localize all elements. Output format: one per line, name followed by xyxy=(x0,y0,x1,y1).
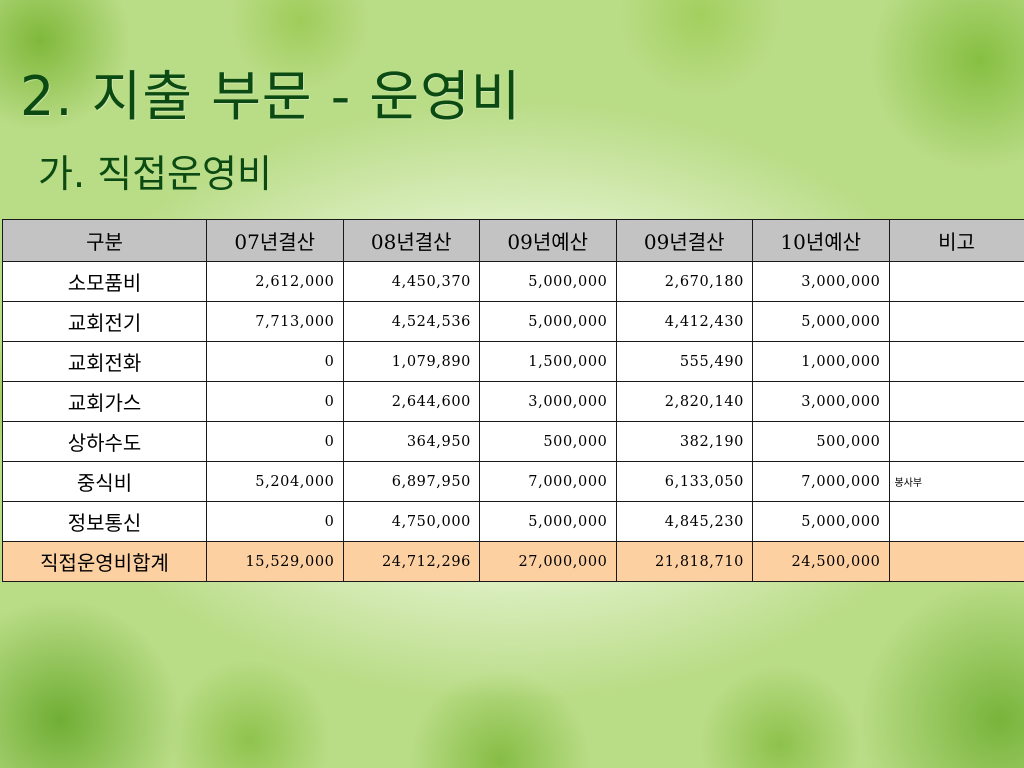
cell-note: 봉사부 xyxy=(888,461,1024,502)
row-label: 교회전화 xyxy=(2,341,207,382)
header-09-settlement: 09년결산 xyxy=(615,219,753,262)
row-label: 중식비 xyxy=(2,461,207,502)
row-label: 상하수도 xyxy=(2,421,207,462)
cell-value: 4,845,230 xyxy=(615,501,753,542)
cell-value: 364,950 xyxy=(342,421,480,462)
row-label: 소모품비 xyxy=(2,261,207,302)
table-header-row: 구분 07년결산 08년결산 09년예산 09년결산 10년예산 비고 xyxy=(2,219,1024,262)
cell-note xyxy=(888,341,1024,382)
operating-expense-table: 구분 07년결산 08년결산 09년예산 09년결산 10년예산 비고 소모품비… xyxy=(2,219,1024,582)
header-09-budget: 09년예산 xyxy=(479,219,617,262)
cell-value: 1,500,000 xyxy=(479,341,617,382)
header-07-settlement: 07년결산 xyxy=(206,219,344,262)
cell-value: 7,000,000 xyxy=(479,461,617,502)
cell-value: 382,190 xyxy=(615,421,753,462)
total-label: 직접운영비합계 xyxy=(2,541,207,582)
cell-value: 0 xyxy=(206,341,344,382)
total-value: 15,529,000 xyxy=(206,541,344,582)
cell-value: 5,000,000 xyxy=(752,501,890,542)
table-row: 교회가스 0 2,644,600 3,000,000 2,820,140 3,0… xyxy=(2,381,1024,422)
cell-value: 6,133,050 xyxy=(615,461,753,502)
cell-value: 4,412,430 xyxy=(615,301,753,342)
total-note xyxy=(888,541,1024,582)
cell-value: 5,000,000 xyxy=(479,301,617,342)
cell-value: 7,000,000 xyxy=(752,461,890,502)
cell-value: 0 xyxy=(206,381,344,422)
cell-value: 4,450,370 xyxy=(342,261,480,302)
cell-value: 1,000,000 xyxy=(752,341,890,382)
cell-note xyxy=(888,381,1024,422)
cell-value: 5,000,000 xyxy=(479,261,617,302)
total-value: 27,000,000 xyxy=(479,541,617,582)
cell-value: 4,750,000 xyxy=(342,501,480,542)
cell-note xyxy=(888,501,1024,542)
slide-subtitle: 가. 직접운영비 xyxy=(38,152,272,196)
cell-value: 4,524,536 xyxy=(342,301,480,342)
table-row: 교회전기 7,713,000 4,524,536 5,000,000 4,412… xyxy=(2,301,1024,342)
total-value: 24,500,000 xyxy=(752,541,890,582)
cell-value: 0 xyxy=(206,421,344,462)
row-label: 정보통신 xyxy=(2,501,207,542)
header-08-settlement: 08년결산 xyxy=(342,219,480,262)
row-label: 교회전기 xyxy=(2,301,207,342)
cell-value: 3,000,000 xyxy=(752,261,890,302)
row-label: 교회가스 xyxy=(2,381,207,422)
header-category: 구분 xyxy=(2,219,207,262)
table-row: 상하수도 0 364,950 500,000 382,190 500,000 xyxy=(2,421,1024,462)
total-row: 직접운영비합계 15,529,000 24,712,296 27,000,000… xyxy=(2,541,1024,582)
table-row: 교회전화 0 1,079,890 1,500,000 555,490 1,000… xyxy=(2,341,1024,382)
cell-value: 7,713,000 xyxy=(206,301,344,342)
cell-value: 5,000,000 xyxy=(752,301,890,342)
header-10-budget: 10년예산 xyxy=(752,219,890,262)
cell-value: 555,490 xyxy=(615,341,753,382)
cell-note xyxy=(888,421,1024,462)
cell-value: 3,000,000 xyxy=(479,381,617,422)
cell-value: 500,000 xyxy=(752,421,890,462)
cell-value: 500,000 xyxy=(479,421,617,462)
cell-value: 2,612,000 xyxy=(206,261,344,302)
cell-value: 5,000,000 xyxy=(479,501,617,542)
cell-value: 2,670,180 xyxy=(615,261,753,302)
cell-value: 0 xyxy=(206,501,344,542)
table-row: 소모품비 2,612,000 4,450,370 5,000,000 2,670… xyxy=(2,261,1024,302)
table-row: 중식비 5,204,000 6,897,950 7,000,000 6,133,… xyxy=(2,461,1024,502)
cell-value: 2,644,600 xyxy=(342,381,480,422)
table-row: 정보통신 0 4,750,000 5,000,000 4,845,230 5,0… xyxy=(2,501,1024,542)
cell-value: 3,000,000 xyxy=(752,381,890,422)
header-remarks: 비고 xyxy=(888,219,1024,262)
cell-value: 1,079,890 xyxy=(342,341,480,382)
cell-value: 6,897,950 xyxy=(342,461,480,502)
cell-note xyxy=(888,301,1024,342)
total-value: 21,818,710 xyxy=(615,541,753,582)
cell-value: 2,820,140 xyxy=(615,381,753,422)
cell-value: 5,204,000 xyxy=(206,461,344,502)
slide-title: 2. 지출 부문 - 운영비 xyxy=(20,65,522,128)
cell-note xyxy=(888,261,1024,302)
total-value: 24,712,296 xyxy=(342,541,480,582)
